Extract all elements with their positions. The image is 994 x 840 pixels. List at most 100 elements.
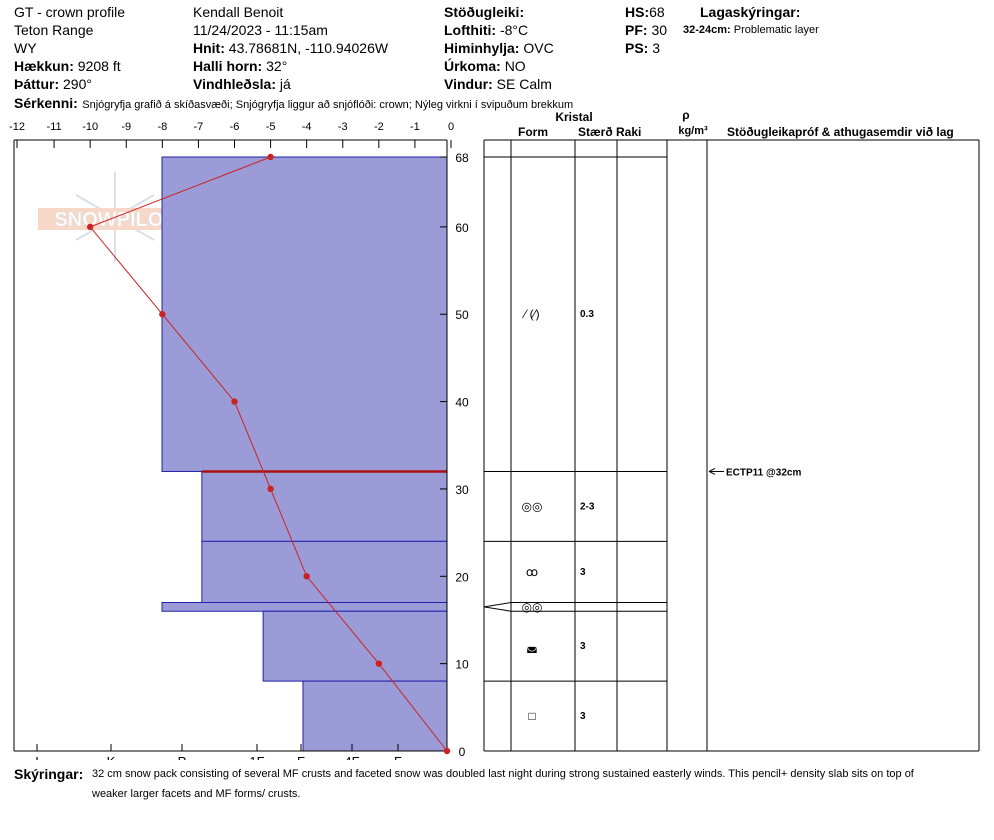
- wind-value: SE Calm: [496, 76, 552, 92]
- slope-value: 32°: [266, 58, 288, 74]
- ps-label: PS:: [625, 40, 649, 56]
- precip-value: NO: [504, 58, 526, 74]
- test-result-text: ECTP11 @32cm: [726, 467, 801, 478]
- temp-tick-label: -5: [266, 121, 276, 133]
- temperature-point: [231, 398, 238, 405]
- layer-note-text: Problematic layer: [733, 24, 819, 36]
- layer-size: 3: [580, 711, 586, 722]
- layer-form-symbol: ◎◎: [522, 499, 543, 513]
- temp-tick-label: -4: [302, 121, 312, 133]
- coordinates-label: Hnit:: [193, 40, 225, 56]
- height-tick-label: 30: [455, 483, 469, 497]
- location-name: GT - crown profile: [14, 4, 125, 20]
- density-unit-header: kg/m³: [678, 125, 708, 137]
- wind-loading-value: já: [279, 76, 291, 92]
- layer-note-range: 32-24cm:: [683, 24, 731, 36]
- hardness-layer-1: [201, 470, 448, 542]
- snow-height: HS:68: [625, 4, 665, 20]
- temp-ticks: -12 -11 -10 -9 -8 -7 -6 -5 -4 -3 -2 -1 0: [9, 121, 454, 148]
- height-tick-label: 0: [459, 745, 466, 759]
- aspect-label: Þáttur:: [14, 76, 60, 92]
- hardness-tick-label: F: [394, 754, 402, 760]
- wind-loading-label: Vindhleðsla:: [193, 76, 276, 92]
- range-name: Teton Range: [14, 22, 94, 38]
- precip-label: Úrkoma:: [444, 58, 501, 74]
- state-name: WY: [14, 40, 37, 56]
- hardness-ticks: I K P 1F F 4F F: [35, 744, 402, 760]
- temp-tick-label: -7: [194, 121, 204, 133]
- comments-line-1: 32 cm snow pack consisting of several MF…: [92, 768, 914, 780]
- hardness-layers: [161, 156, 448, 752]
- hardness-tick-label: 1F: [249, 754, 264, 760]
- hardness-tick-label: P: [178, 754, 187, 760]
- wind-loading: Vindhleðsla: já: [193, 76, 291, 92]
- height-tick-label: 50: [455, 308, 469, 322]
- layer-size: 2-3: [580, 501, 595, 512]
- layer-note: 32-24cm: Problematic layer: [683, 24, 819, 36]
- observer-name: Kendall Benoit: [193, 4, 284, 20]
- temp-tick-label: -3: [338, 121, 348, 133]
- hardness-layer-3: [161, 602, 448, 612]
- height-tick-label: 60: [455, 221, 469, 235]
- size-header: Stærð: [578, 125, 613, 139]
- crystal-header: Kristal: [555, 110, 592, 124]
- temp-tick-label: -2: [374, 121, 384, 133]
- layer-form-symbol: ꝏ: [526, 565, 538, 579]
- penetration-ski: PS: 3: [625, 40, 660, 56]
- temperature-profile-line: [89, 156, 448, 752]
- temp-tick-label: -8: [157, 121, 167, 133]
- precipitation: Úrkoma: NO: [444, 58, 526, 74]
- connector: [483, 602, 512, 608]
- hs-value: 68: [649, 4, 665, 20]
- pf-label: PF:: [625, 22, 648, 38]
- moisture-header: Raki: [616, 125, 641, 139]
- hardness-layer-5: [302, 680, 448, 752]
- stability: Stöðugleiki:: [444, 4, 524, 20]
- sky-value: OVC: [523, 40, 554, 56]
- temperature-point: [443, 747, 451, 755]
- specials: Sérkenni: Snjógryfja grafið á skíðasvæði…: [14, 95, 573, 113]
- tests-header: Stöðugleikapróf & athugasemdir við lag: [727, 125, 954, 139]
- layer-rows: ⁄ (⁄) 0.3 ◎◎ 2-3 ꝏ 3 ◎◎ ◛ 3 □ 3: [511, 307, 667, 723]
- specials-text: Snjógryfja grafið á skíðasvæði; Snjógryf…: [82, 99, 574, 111]
- air-temperature: Lofthiti: -8°C: [444, 22, 528, 38]
- temperature-point: [86, 223, 94, 231]
- temp-tick-label: -12: [9, 121, 25, 133]
- coordinates: Hnit: 43.78681N, -110.94026W: [193, 40, 388, 56]
- temperature-point: [159, 311, 166, 318]
- hardness-layer-0: [161, 156, 448, 472]
- watermark-text: SNOWPILOT: [54, 209, 175, 231]
- aspect: Þáttur: 290°: [14, 76, 92, 92]
- arrow-left-icon: [708, 468, 716, 475]
- pf-value: 30: [651, 22, 668, 38]
- height-ticks: 0 10 20 30 40 50 60 68: [440, 151, 469, 759]
- wind-label: Vindur:: [444, 76, 493, 92]
- layer-form-symbol: □: [528, 709, 535, 723]
- watermark-band: [38, 208, 193, 230]
- sky-label: Himinhylja:: [444, 40, 520, 56]
- snow-profile-chart: SNOWPILOT -12 -11 -10 -9 -8 -7 -6 -5 -4 -3 -2 -1 0 0…: [9, 108, 980, 760]
- temp-tick-label: -9: [121, 121, 131, 133]
- temperature-points: [86, 153, 451, 755]
- layer-table: Kristal Form Stærð Raki ρ kg/m³ Stöðugle…: [483, 108, 980, 752]
- temperature-point: [267, 153, 274, 161]
- slope-label: Halli horn:: [193, 58, 263, 74]
- stability-label: Stöðugleiki:: [444, 4, 525, 20]
- snowpilot-watermark: SNOWPILOT: [38, 172, 193, 262]
- hardness-tick-label: I: [35, 754, 39, 760]
- layer-form-symbol: ◎◎: [522, 600, 543, 614]
- comments-label: Skýringar:: [14, 766, 84, 782]
- height-tick-label: 20: [455, 570, 469, 584]
- comments-line-2: weaker larger facets and MF forms/ crust…: [92, 788, 301, 800]
- aspect-value: 290°: [63, 76, 92, 92]
- hardness-tick-label: K: [107, 754, 116, 760]
- layer-connectors: [483, 156, 667, 682]
- temperature-point: [303, 573, 310, 580]
- layer-size: 0.3: [580, 309, 594, 320]
- elevation: Hækkun: 9208 ft: [14, 58, 121, 74]
- hs-label: HS:: [625, 4, 650, 20]
- height-tick-label: 68: [455, 151, 469, 165]
- wind: Vindur: SE Calm: [444, 76, 552, 92]
- layer-form-symbol: ⁄ (⁄): [521, 307, 539, 321]
- air-temp-label: Lofthiti:: [444, 22, 497, 38]
